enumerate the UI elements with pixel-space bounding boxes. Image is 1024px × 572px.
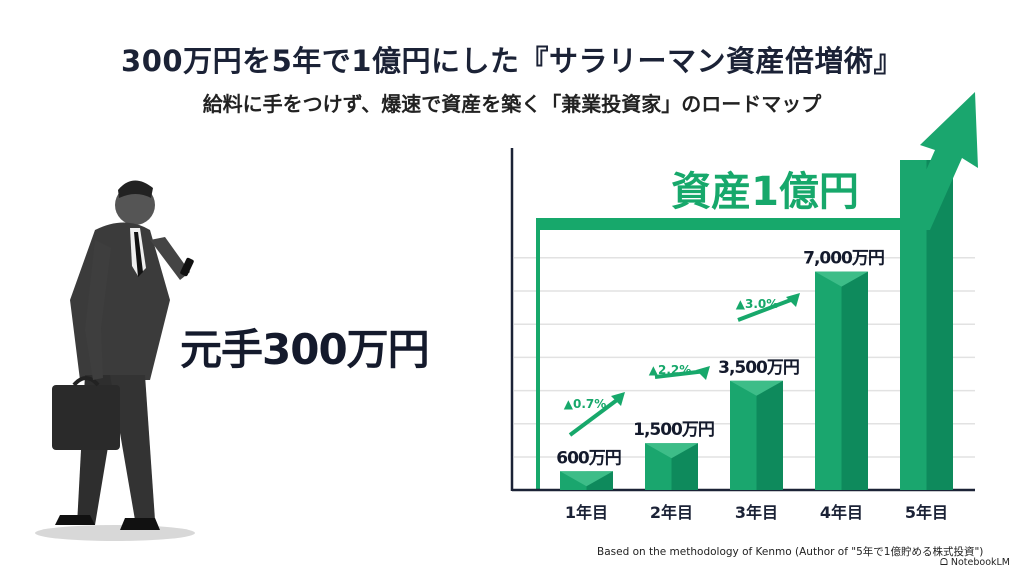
x-tick-label: 4年目: [820, 503, 863, 522]
growth-annotation: ▲2.2%: [649, 363, 692, 377]
x-tick-label: 3年目: [735, 503, 778, 522]
goal-band: [536, 218, 906, 230]
bar-cap: [815, 271, 868, 287]
bar-cap: [645, 443, 698, 459]
page-title: 300万円を5年で1億円にした『サラリーマン資産倍増術』: [121, 44, 903, 78]
growth-arrow: [900, 92, 978, 230]
page-subtitle: 給料に手をつけず、爆速で資産を築く「兼業投資家」のロードマップ: [202, 92, 822, 116]
growth-arrow-line: [568, 395, 623, 437]
growth-annotation: ▲0.7%: [564, 397, 607, 411]
bar-shade: [756, 380, 783, 490]
notebooklm-brand: ᗝ NotebookLM: [940, 557, 1010, 568]
goal-label: 資産1億円: [671, 169, 859, 215]
growth-arrow-head: [786, 293, 800, 307]
growth-arrow-head: [611, 392, 625, 406]
bar-cap: [730, 380, 783, 396]
x-tick-label: 5年目: [905, 503, 948, 522]
goal-band-left: [536, 218, 540, 490]
x-tick-label: 2年目: [650, 503, 693, 522]
bar-chart: 資産1億円 1年目 600万円 2年目 1,500万円 3年目 3,500万円 4年目 7,00…: [510, 92, 978, 522]
growth-arrow-line: [737, 296, 797, 322]
seed-money-label: 元手300万円: [180, 325, 430, 374]
bar-shade: [841, 271, 868, 490]
bar-cap: [560, 471, 613, 487]
notebooklm-icon: ᗝ: [939, 557, 951, 568]
growth-arrow-head: [696, 366, 710, 380]
x-tick-label: 1年目: [565, 503, 608, 522]
value-label: 600万円: [556, 448, 621, 468]
brand-label: NotebookLM: [950, 557, 1010, 568]
growth-arrow-line: [654, 369, 707, 379]
value-label: 1,500万円: [633, 420, 714, 440]
bar: [730, 380, 757, 490]
bar: [815, 271, 842, 490]
credit-text: Based on the methodology of Kenmo (Autho…: [597, 546, 984, 558]
growth-annotation: ▲3.0%: [736, 297, 779, 311]
businessman-illustration: [35, 180, 195, 541]
value-label: 3,500万円: [718, 358, 799, 378]
value-label: 7,000万円: [803, 249, 884, 269]
